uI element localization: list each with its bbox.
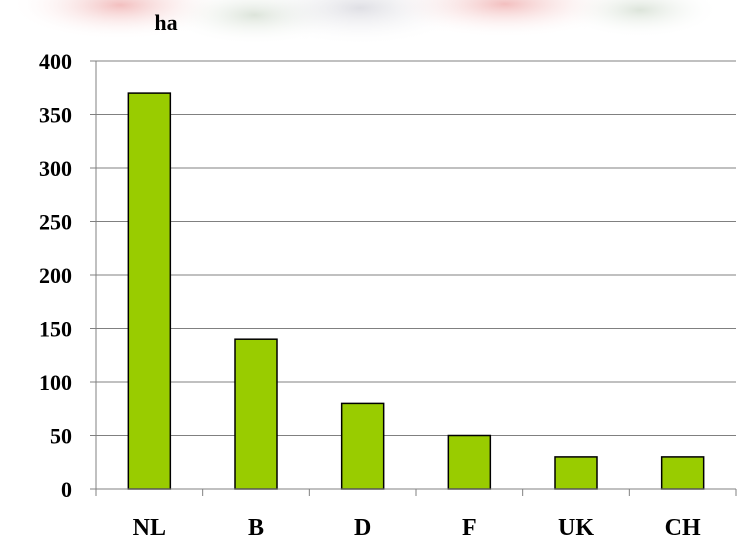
y-tick-label: 250 [39, 210, 72, 235]
x-tick-label: CH [665, 515, 701, 541]
y-tick-label: 150 [39, 317, 72, 342]
y-tick-label: 350 [39, 103, 72, 128]
unit-label: ha [154, 10, 177, 35]
y-tick-label: 400 [39, 49, 72, 74]
x-tick-label: D [354, 515, 371, 541]
x-tick-label: F [462, 515, 477, 541]
bar-ch [660, 456, 705, 490]
y-tick-label: 100 [39, 370, 72, 395]
y-tick-label: 200 [39, 263, 72, 288]
y-tick-label: 300 [39, 156, 72, 181]
bar-uk [554, 456, 598, 490]
background-photo-strip [10, 0, 720, 46]
bar-nl [127, 92, 172, 490]
y-tick-label: 0 [61, 477, 72, 502]
bar-d [340, 402, 385, 490]
x-tick-label: B [248, 515, 264, 541]
bar-f [447, 434, 492, 490]
y-tick-label: 50 [50, 424, 72, 449]
x-tick-label: UK [558, 515, 594, 541]
bar-b [234, 338, 278, 490]
x-tick-label: NL [133, 515, 166, 541]
